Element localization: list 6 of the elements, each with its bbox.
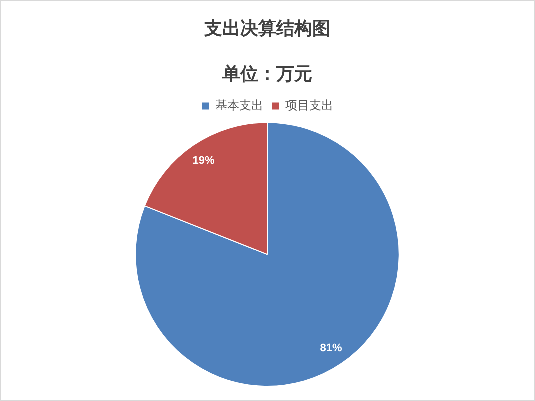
chart-subtitle: 单位：万元 bbox=[222, 64, 312, 84]
data-label: 19% bbox=[192, 154, 215, 167]
data-label: 81% bbox=[320, 342, 342, 354]
legend-label: 项目支出 bbox=[286, 98, 334, 113]
chart-title: 支出决算结构图 bbox=[204, 18, 330, 38]
legend-label: 基本支出 bbox=[216, 98, 264, 113]
